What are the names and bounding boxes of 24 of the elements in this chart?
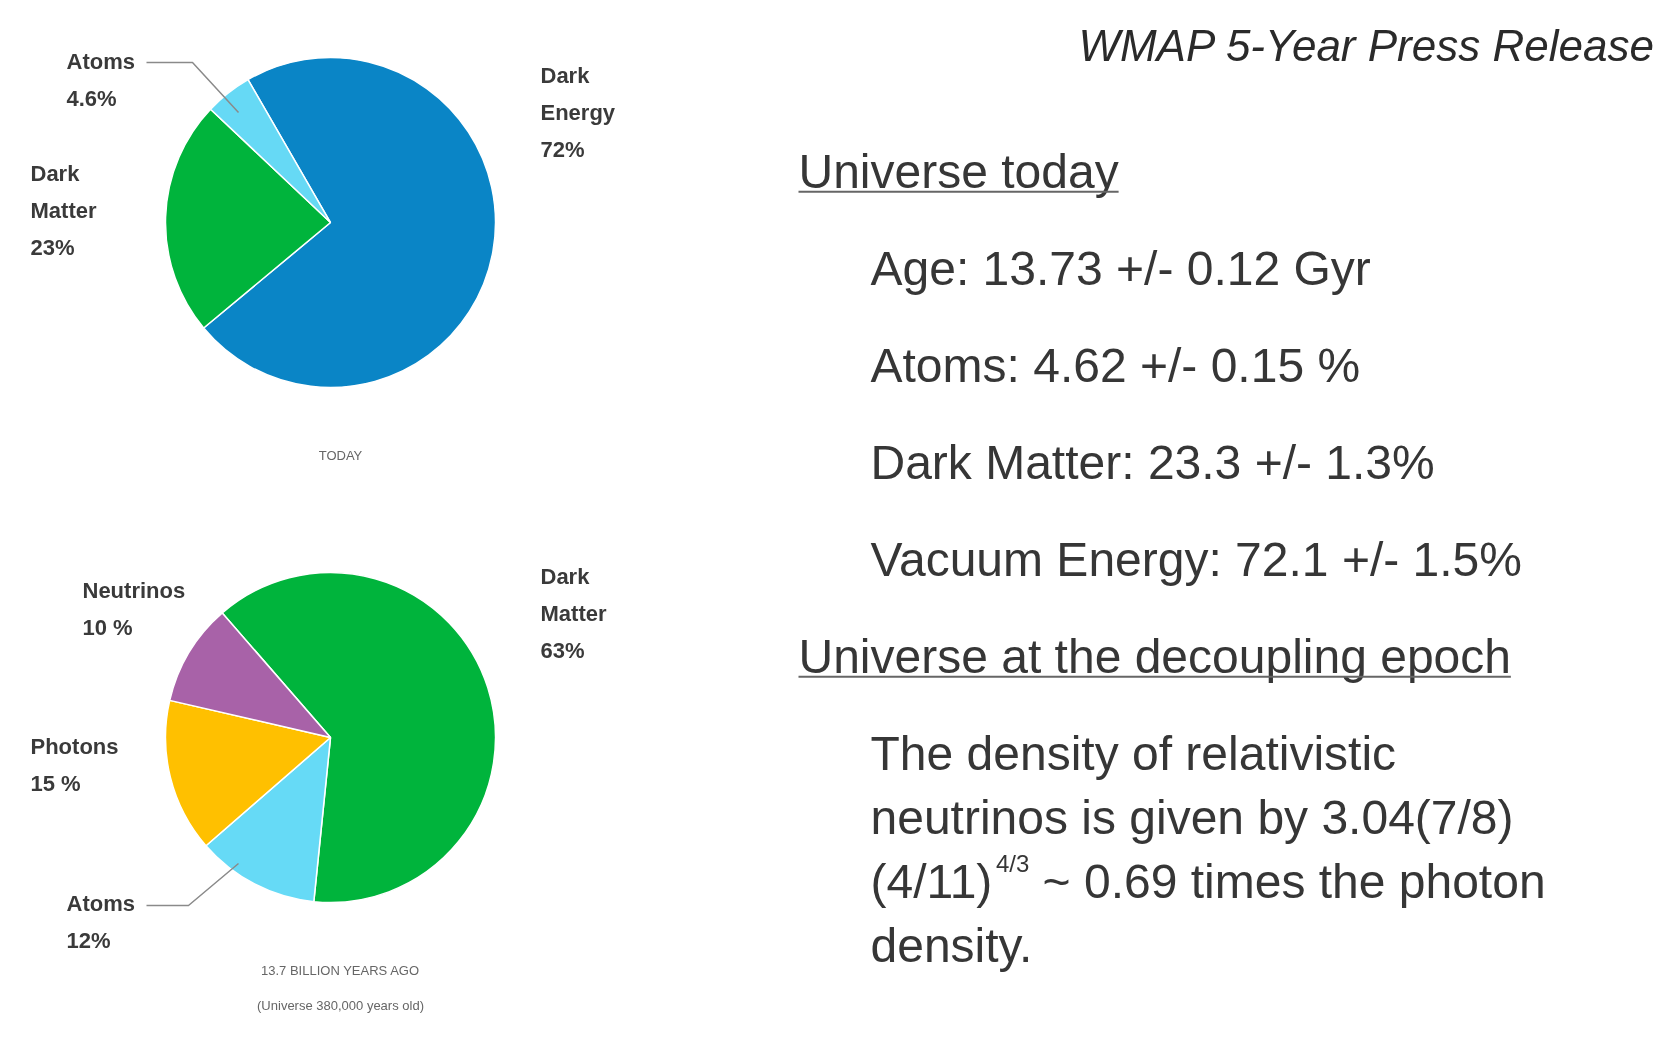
data-label: 15 %: [30, 770, 81, 796]
text: Universe today: [798, 145, 1119, 198]
text: Dark Matter: 23.3 +/- 1.3%: [870, 436, 1435, 489]
data-label: 72%: [540, 136, 585, 162]
slice-label: Atoms: [66, 890, 135, 916]
data-label: 23%: [30, 234, 75, 260]
slice-label: Photons: [30, 733, 119, 759]
slice-label: Dark Energy: [540, 62, 616, 125]
text: Universe at the decoupling epoch: [798, 630, 1511, 683]
text: 13.7 BILLION YEARS AGO: [261, 963, 420, 978]
text: (Universe 380,000 years old): [257, 998, 424, 1013]
data-label: 63%: [540, 637, 585, 663]
data-label: 12%: [66, 927, 111, 953]
text: TODAY: [318, 448, 363, 463]
text: Atoms: 4.62 +/- 0.15 %: [870, 339, 1361, 392]
slice-label: Neutrinos: [82, 577, 186, 603]
text: Vacuum Energy: 72.1 +/- 1.5%: [870, 533, 1522, 586]
text: Age: 13.73 +/- 0.12 Gyr: [870, 242, 1371, 295]
text: WMAP 5-Year Press Release: [1078, 21, 1654, 70]
slice-label: Dark Matter: [540, 563, 607, 626]
data-label: 4.6%: [66, 85, 117, 111]
data-label: 10 %: [82, 614, 133, 640]
slice-label: Dark Matter: [30, 160, 97, 223]
slice-label: Atoms: [66, 48, 135, 74]
